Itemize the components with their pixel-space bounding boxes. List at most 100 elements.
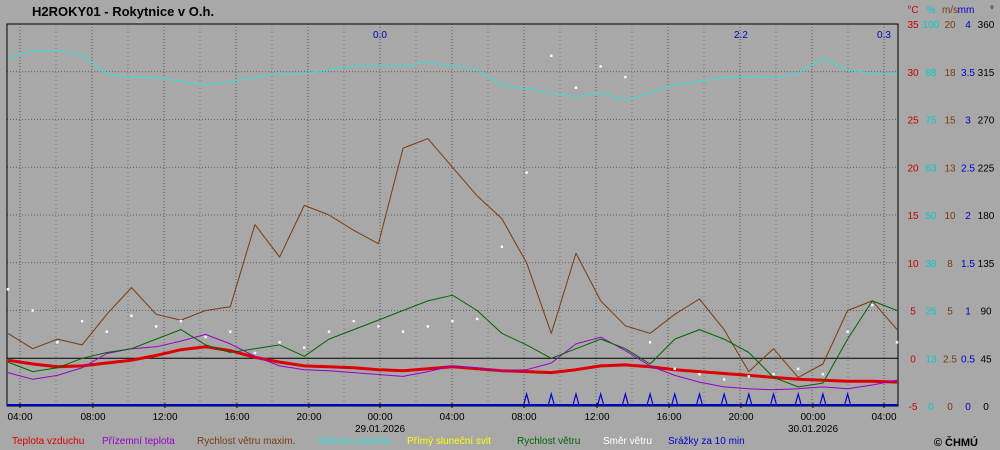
x-tick-label: 20:00 <box>296 412 321 423</box>
wind-direction-point <box>895 341 899 344</box>
axis-wind_gust-tick: 8 <box>947 259 953 270</box>
axis-humidity-tick: 63 <box>925 163 937 174</box>
precip-spike <box>695 391 704 406</box>
precip-spike <box>547 391 555 406</box>
wind-direction-point <box>6 288 10 291</box>
x-tick-label: 04:00 <box>439 412 464 423</box>
legend-item: Rychlost větru maxim. <box>197 436 295 447</box>
unit-wind: m/s <box>942 5 958 16</box>
axis-wind_gust-tick: 0 <box>947 402 953 413</box>
plot-area <box>7 24 898 406</box>
legend-item: Vlhkost vzduchu <box>318 436 391 447</box>
legend-item: Přímý sluneční svit <box>407 436 491 447</box>
wind-direction-point <box>821 372 825 376</box>
axis-wind_gust-tick: 20 <box>944 20 956 31</box>
axis-humidity-tick: 100 <box>923 20 940 31</box>
legend: Teplota vzduchu Přízemní teplota Rychlost … <box>12 436 745 447</box>
axis-direction-tick: 360 <box>978 20 995 31</box>
axis-temperature-tick: 5 <box>910 307 916 318</box>
wind-direction-point <box>550 54 553 58</box>
copyright: © ČHMÚ <box>934 436 978 449</box>
axis-precip-tick: 4 <box>965 20 971 31</box>
wind-direction-point <box>722 378 726 381</box>
axis-wind_gust-tick: 10 <box>944 211 956 222</box>
wind-direction-point <box>179 319 183 323</box>
axis-direction-tick: 135 <box>978 259 995 270</box>
axis-humidity-tick: 50 <box>925 211 937 222</box>
series-line <box>7 294 898 388</box>
x-tick-label: 16:00 <box>224 412 249 423</box>
axis-wind_gust-tick: 13 <box>944 163 956 174</box>
legend-item: Přízemní teplota <box>102 436 175 447</box>
precip-spike <box>597 391 605 406</box>
wind-direction-point <box>599 65 602 68</box>
x-tick-label: 08:00 <box>80 412 105 423</box>
axis-wind_gust-tick: 5 <box>947 307 953 318</box>
date-label: 29.01.2026 <box>355 424 405 435</box>
axis-humidity-tick: 38 <box>925 259 937 270</box>
axis-precip-tick: 3.5 <box>961 68 975 79</box>
x-tick-label: 04:00 <box>7 412 32 423</box>
axis-direction-tick: 270 <box>978 116 995 127</box>
wind-direction-point <box>105 330 108 333</box>
x-tick-label: 12:00 <box>584 412 609 423</box>
axis-direction-tick: 0 <box>983 402 989 413</box>
precip-spike <box>646 391 654 406</box>
precip-spike <box>745 391 753 406</box>
wind-direction-point <box>278 341 281 344</box>
axis-temperature-tick: 15 <box>907 211 919 222</box>
axis-temperature-tick: 20 <box>907 163 919 174</box>
axis-precip-tick: 1.5 <box>961 259 975 270</box>
axis-temperature-tick: 10 <box>907 259 919 270</box>
axis-humidity-tick: 13 <box>925 354 937 365</box>
precip-spike <box>720 391 728 406</box>
wind-direction-point <box>253 351 257 355</box>
precip-spike <box>523 391 531 406</box>
wind-direction-point <box>500 245 504 249</box>
wind-direction-point <box>747 375 751 378</box>
axis-temperature-tick: 25 <box>907 116 919 127</box>
axis-precip-tick: 2 <box>965 211 971 222</box>
precip-spike <box>572 391 580 406</box>
wind-direction-point <box>797 367 800 371</box>
precip-sum-label: 0.0 <box>373 30 387 41</box>
unit-temperature: °C <box>907 5 918 16</box>
precip-spike <box>769 391 778 406</box>
axis-direction-tick: 90 <box>980 307 992 318</box>
legend-item: Směr větru <box>603 436 652 447</box>
unit-humidity: % <box>927 5 936 16</box>
wind-direction-point <box>648 341 652 344</box>
chart-title: H2ROKY01 - Rokytnice v O.h. <box>32 4 214 19</box>
date-label: 30.01.2026 <box>788 424 838 435</box>
axis-humidity-tick: 88 <box>925 68 937 79</box>
wind-direction-point <box>229 330 232 333</box>
axis-direction-tick: 45 <box>980 354 992 365</box>
axis-precip-tick: 2.5 <box>961 163 975 174</box>
wind-direction-point <box>31 309 34 312</box>
x-tick-label: 20:00 <box>728 412 753 423</box>
wind-direction-point <box>352 319 355 323</box>
unit-direction: ° <box>990 5 994 16</box>
axis-precip-tick: 1 <box>965 307 971 318</box>
precip-sum-label: 0.3 <box>877 30 891 41</box>
precip-spike <box>794 391 802 406</box>
legend-item: Teplota vzduchu <box>12 436 84 447</box>
wind-direction-point <box>154 325 158 328</box>
axis-temperature-tick: 30 <box>907 68 919 79</box>
grid <box>6 23 899 407</box>
axis-direction-tick: 180 <box>978 211 995 222</box>
axis-temperature-tick: 35 <box>907 20 919 31</box>
x-tick-label: 08:00 <box>511 412 536 423</box>
axis-temperature-tick: -5 <box>909 402 918 413</box>
wind-direction-point <box>451 319 454 323</box>
wind-direction-point <box>327 330 331 333</box>
wind-direction-point <box>401 330 405 333</box>
axis-precip-tick: 3 <box>965 116 971 127</box>
axis-wind_gust-tick: 18 <box>944 68 956 79</box>
wind-direction-point <box>80 319 84 323</box>
axis-precip-tick: 0 <box>965 402 971 413</box>
legend-item: Rychlost větru <box>517 436 580 447</box>
axis-direction-tick: 315 <box>978 68 995 79</box>
axis-layer: 04:00 08:00 12:00 16:00 20:00 00:00 04:00 08:00… <box>7 20 994 435</box>
